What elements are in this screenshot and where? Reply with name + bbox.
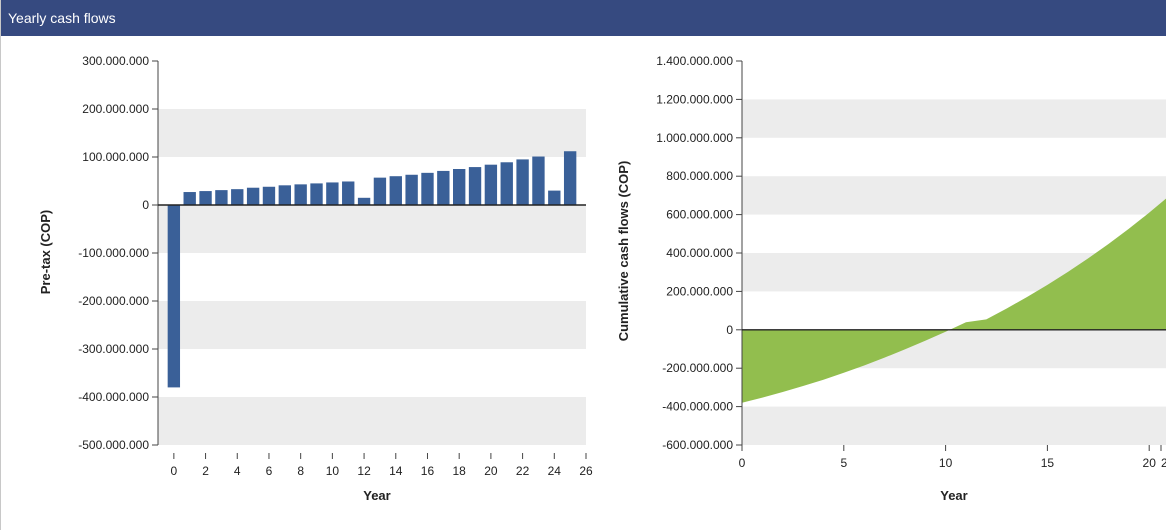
y-tick-label: -500.000.000 [78,438,149,452]
y-tick-label: 1.200.000.000 [656,92,733,106]
panel-header: Yearly cash flows [1,0,1166,36]
y-tick-label: 0 [726,323,733,337]
x-tick-label: 12 [357,464,371,478]
x-tick-label: 2 [202,464,209,478]
x-tick-labels: 0 5 10 15 20 2 [739,456,1166,470]
x-axis-title: Year [363,488,390,503]
bar [405,174,418,205]
grid-band [742,329,1166,369]
x-tick-label: 24 [548,464,562,478]
bar [183,192,196,205]
y-tick-labels: 1.400.000.000 1.200.000.000 1.000.000.000 8… [656,54,733,452]
y-tick-label: -400.000.000 [662,400,733,414]
x-tick-label: 4 [234,464,241,478]
x-axis-title: Year [940,488,967,503]
bar [532,156,545,205]
grid-band [158,397,586,445]
x-tick-label: 20 [1143,456,1157,470]
bar [342,181,355,205]
pre-tax-bar-chart: 300.000.000 200.000.000 100.000.000 0 -100.0… [38,54,593,503]
x-tick-label: 2 [1161,456,1166,470]
y-tick-label: 0 [142,198,149,212]
bar [199,191,212,205]
grid-band [742,406,1166,445]
axes [736,60,1166,451]
x-tick-label: 10 [939,456,953,470]
x-tick-label: 10 [326,464,340,478]
bar [167,205,181,388]
x-tick-label: 15 [1041,456,1055,470]
bar [453,169,466,205]
axes [152,60,587,459]
bar [231,189,244,205]
bar [294,184,307,205]
y-tick-label: -600.000.000 [662,438,733,452]
panel-title: Yearly cash flows [8,10,116,26]
y-tick-label: 400.000.000 [666,246,733,260]
y-tick-label: 200.000.000 [666,284,733,298]
x-tick-label: 20 [484,464,498,478]
y-tick-label: 100.000.000 [82,150,149,164]
bar [278,185,291,205]
bar [548,190,561,205]
bar [326,182,339,205]
bar [516,159,529,205]
bar [262,186,276,205]
x-tick-label: 0 [171,464,178,478]
bar [389,176,402,205]
x-tick-label: 5 [840,456,847,470]
x-tick-label: 6 [266,464,273,478]
bar [484,164,498,205]
y-tick-label: 1.000.000.000 [656,131,733,145]
y-tick-label: -200.000.000 [662,361,733,375]
x-tick-label: 0 [739,456,746,470]
y-axis-title: Pre-tax (COP) [38,210,53,295]
bar [373,177,387,205]
bar [500,162,513,205]
x-tick-label: 22 [516,464,530,478]
y-tick-labels: 300.000.000 200.000.000 100.000.000 0 -100.0… [78,54,149,452]
grid-band [742,176,1166,215]
x-tick-label: 26 [579,464,593,478]
bar [563,151,577,205]
grid-band [158,205,586,253]
bar [246,187,260,205]
y-tick-label: 200.000.000 [82,102,149,116]
bar [310,183,323,205]
y-tick-label: -400.000.000 [78,390,149,404]
x-tick-label: 16 [421,464,435,478]
grid-bands [742,99,1166,445]
bar [437,170,450,205]
y-tick-label: 1.400.000.000 [656,54,733,68]
x-tick-label: 18 [453,464,467,478]
bar [215,190,228,205]
y-tick-label: -200.000.000 [78,294,149,308]
y-tick-label: 300.000.000 [82,54,149,68]
grid-bands [158,109,586,445]
x-tick-label: 14 [389,464,403,478]
cumulative-area [742,198,1166,403]
grid-band [158,301,586,349]
y-axis-title: Cumulative cash flows (COP) [616,161,631,342]
bar [421,172,434,205]
y-tick-label: -300.000.000 [78,342,149,356]
grid-band [158,109,586,157]
bar [468,167,482,205]
grid-band [742,99,1166,138]
x-tick-label: 8 [297,464,304,478]
x-tick-labels: 0 2 4 6 8 10 12 14 16 18 20 22 24 26 [171,464,593,478]
bar [357,197,371,205]
y-tick-label: -100.000.000 [78,246,149,260]
bar-series [167,151,577,388]
grid-band [742,253,1166,292]
y-tick-label: 800.000.000 [666,169,733,183]
y-tick-label: 600.000.000 [666,208,733,222]
